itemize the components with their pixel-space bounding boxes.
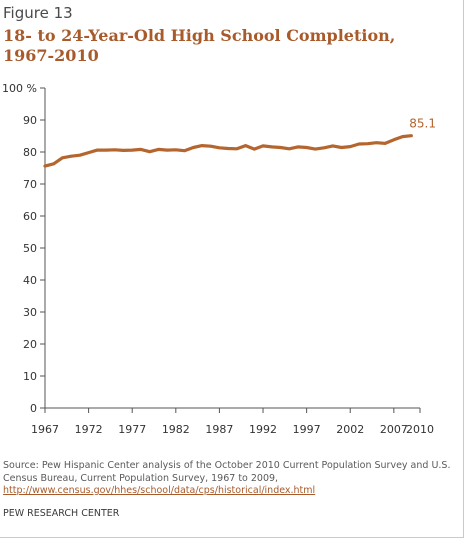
chart-footer: Source: Pew Hispanic Center analysis of … <box>3 460 461 498</box>
data-point <box>349 145 352 148</box>
y-tick-label: 60 <box>23 210 37 223</box>
data-point <box>261 144 265 148</box>
data-point <box>69 154 73 158</box>
data-point <box>78 154 82 157</box>
x-tick-label: 2010 <box>406 423 434 436</box>
data-point <box>270 145 273 149</box>
data-point <box>305 146 308 149</box>
data-point <box>218 146 221 150</box>
data-point <box>96 148 99 152</box>
y-tick-label: 80 <box>23 146 37 159</box>
y-tick-label: 20 <box>23 338 37 351</box>
data-point <box>157 148 160 151</box>
y-tick-label: 70 <box>23 178 37 191</box>
y-tick-label: 50 <box>23 242 37 255</box>
y-tick-label: 90 <box>23 114 37 127</box>
source-link[interactable]: http://www.census.gov/hhes/school/data/c… <box>3 485 316 496</box>
x-tick-label: 2007 <box>380 423 408 436</box>
data-point <box>200 144 204 147</box>
x-tick-label: 1992 <box>249 423 277 436</box>
data-point <box>122 149 125 152</box>
data-point <box>174 148 178 151</box>
data-point <box>52 162 55 166</box>
series-line <box>43 134 413 168</box>
data-point <box>296 145 300 149</box>
data-point <box>87 151 90 154</box>
data-point <box>165 148 169 152</box>
data-point <box>357 142 361 146</box>
data-point <box>61 156 64 159</box>
source-note: Source: Pew Hispanic Center analysis of … <box>3 460 451 484</box>
x-tick-label: 1967 <box>31 423 59 436</box>
chart-title: 18- to 24-Year-Old High School Completio… <box>3 26 396 65</box>
data-point <box>392 138 396 142</box>
x-tick-label: 1997 <box>293 423 321 436</box>
data-label: 85.1 <box>409 117 436 131</box>
y-tick-label: 30 <box>23 306 37 319</box>
data-point <box>375 141 378 144</box>
series-layer <box>43 134 413 168</box>
data-point <box>366 142 369 145</box>
x-tick-label: 1987 <box>205 423 233 436</box>
data-point <box>401 135 404 138</box>
data-point <box>183 149 186 152</box>
data-point <box>235 147 239 150</box>
y-tick-label: 0 <box>30 402 37 415</box>
data-point <box>139 148 143 151</box>
data-point <box>322 146 326 150</box>
data-point <box>43 164 47 168</box>
data-point <box>113 148 116 151</box>
data-point <box>131 148 134 152</box>
x-tick-label: 1977 <box>118 423 146 436</box>
x-tick-label: 1972 <box>75 423 103 436</box>
data-point <box>209 145 212 148</box>
data-point <box>279 146 282 149</box>
data-point <box>244 144 247 147</box>
x-tick-label: 2002 <box>336 423 364 436</box>
data-point <box>148 150 151 153</box>
data-point <box>226 147 230 150</box>
data-point <box>331 144 334 148</box>
data-point <box>192 146 195 149</box>
data-point <box>314 147 317 151</box>
organization-credit: PEW RESEARCH CENTER <box>3 508 120 519</box>
figure-label: Figure 13 <box>3 4 73 22</box>
data-point <box>383 142 387 145</box>
y-tick-label: 100 % <box>2 82 37 95</box>
annotation-layer: 85.1 <box>409 117 436 131</box>
data-point <box>410 134 413 137</box>
data-point <box>104 148 108 152</box>
data-point <box>253 147 256 151</box>
y-axis: 0 10 20 30 40 50 60 70 80 90 100 % <box>2 82 46 415</box>
data-point <box>340 146 343 149</box>
y-tick-label: 10 <box>23 370 37 383</box>
y-tick-label: 40 <box>23 274 37 287</box>
line-chart: 0 10 20 30 40 50 60 70 80 90 100 % 1967 1972 1977 198… <box>2 82 436 436</box>
x-tick-label: 1982 <box>162 423 190 436</box>
data-point <box>287 147 291 150</box>
